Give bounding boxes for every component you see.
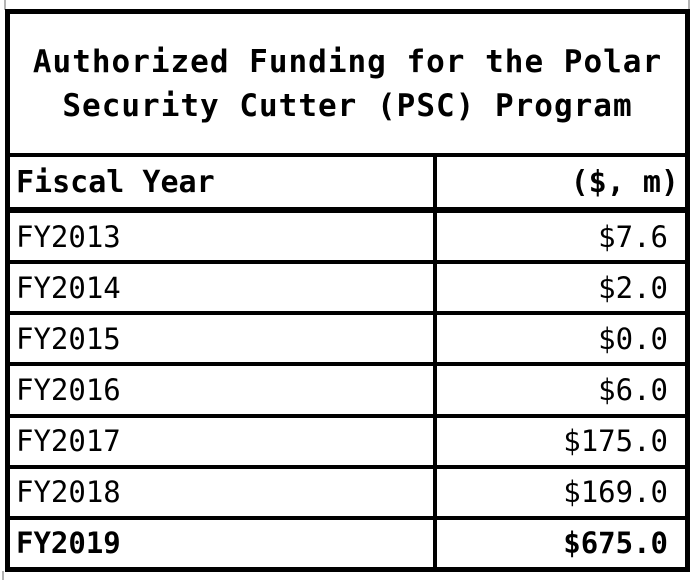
- table-row-fy2016: FY2016 $6.0: [10, 366, 685, 418]
- scan-artifact-line: [4, 0, 6, 10]
- psc-funding-table: Authorized Funding for the Polar Securit…: [5, 9, 690, 572]
- column-header-amount: ($, m): [570, 164, 679, 200]
- table-title: Authorized Funding for the Polar Securit…: [10, 14, 685, 157]
- scan-artifact-line: [688, 0, 690, 11]
- fiscal-year-cell: FY2014: [10, 264, 437, 312]
- column-header-fiscal-year: Fiscal Year: [10, 157, 437, 207]
- amount-cell: $6.0: [598, 372, 668, 407]
- amount-cell: $7.6: [598, 219, 668, 254]
- table-header-row: Fiscal Year ($, m): [10, 157, 685, 213]
- amount-cell: $175.0: [563, 424, 668, 459]
- amount-cell: $169.0: [563, 475, 668, 510]
- amount-cell: $0.0: [598, 321, 668, 356]
- table-row-fy2019: FY2019 $675.0: [10, 519, 685, 567]
- table-row-fy2018: FY2018 $169.0: [10, 468, 685, 520]
- fiscal-year-cell: FY2016: [10, 366, 437, 414]
- fiscal-year-cell: FY2019: [10, 519, 437, 567]
- fiscal-year-cell: FY2013: [10, 213, 437, 261]
- scan-artifact-line: [2, 571, 4, 580]
- table-title-line-1: Authorized Funding for the Polar: [32, 43, 663, 80]
- table-row-fy2015: FY2015 $0.0: [10, 315, 685, 367]
- fiscal-year-cell: FY2018: [10, 468, 437, 516]
- fiscal-year-cell: FY2015: [10, 315, 437, 363]
- fiscal-year-cell: FY2017: [10, 417, 437, 465]
- amount-cell: $2.0: [598, 270, 668, 305]
- table-row-fy2013: FY2013 $7.6: [10, 213, 685, 265]
- table-title-line-2: Security Cutter (PSC) Program: [62, 87, 633, 124]
- table-row-fy2014: FY2014 $2.0: [10, 264, 685, 316]
- table-row-fy2017: FY2017 $175.0: [10, 417, 685, 469]
- amount-cell: $675.0: [563, 526, 668, 561]
